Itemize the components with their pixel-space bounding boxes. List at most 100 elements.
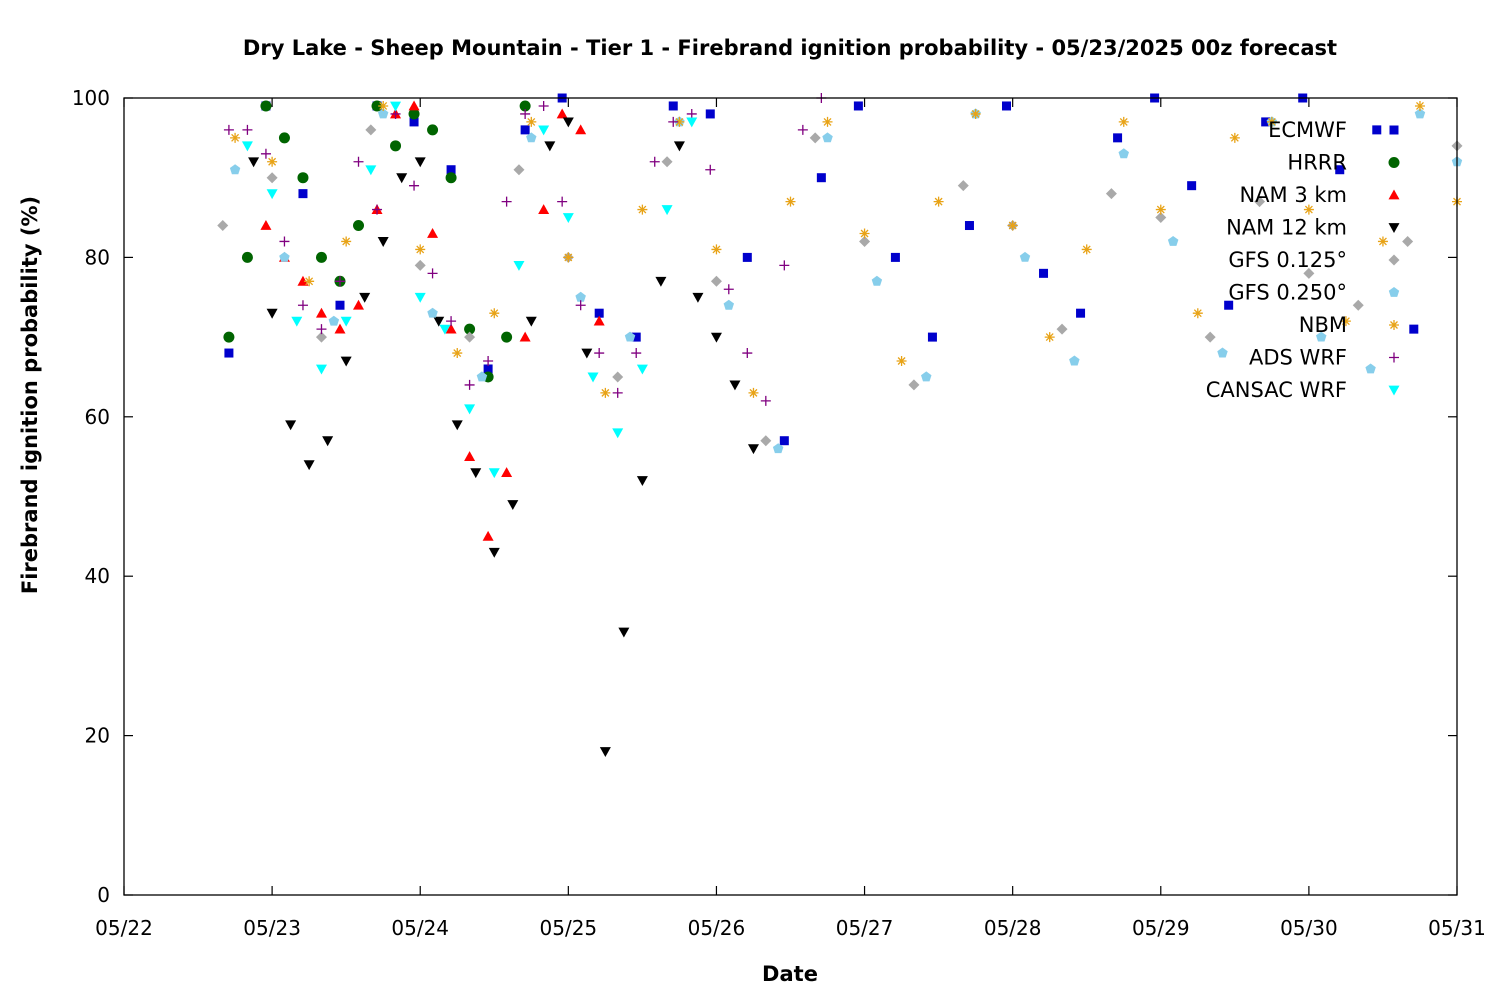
data-point <box>1335 165 1345 175</box>
series-hrrr <box>223 100 531 383</box>
data-point <box>279 236 290 247</box>
axes: 05/22 05/23 05/24 05/25 05/26 05/27 05/28 05/29… <box>72 86 1486 940</box>
legend-marker <box>1388 385 1400 396</box>
data-point <box>636 476 648 487</box>
data-point <box>408 100 420 111</box>
data-point <box>316 324 327 335</box>
data-point <box>705 164 716 175</box>
data-point <box>489 308 500 319</box>
x-tick-label: 05/31 <box>1428 916 1486 940</box>
legend-label: NBM <box>1299 313 1347 337</box>
data-point <box>556 108 568 119</box>
data-point <box>315 331 327 343</box>
series-nbm <box>230 100 1462 398</box>
data-point <box>285 420 297 431</box>
data-point <box>859 228 870 239</box>
x-axis-label: Date <box>762 962 818 986</box>
legend-label: NAM 3 km <box>1239 183 1347 207</box>
legend-marker <box>1389 320 1399 330</box>
data-point <box>624 331 636 342</box>
data-point <box>241 141 253 152</box>
data-point <box>710 275 722 287</box>
data-point <box>760 395 771 406</box>
legend-label: ADS WRF <box>1249 346 1347 370</box>
x-tick-label: 05/23 <box>243 916 301 940</box>
data-point <box>1118 148 1129 159</box>
data-point <box>970 108 981 119</box>
data-point <box>1113 133 1123 143</box>
data-point <box>217 220 229 232</box>
data-point <box>723 284 734 295</box>
data-point <box>896 356 907 367</box>
data-point <box>587 372 599 383</box>
data-point <box>248 157 260 168</box>
data-point <box>1372 125 1382 135</box>
data-point <box>266 308 278 319</box>
data-point <box>304 276 315 287</box>
data-point <box>414 157 426 168</box>
data-point <box>297 275 309 286</box>
legend-marker <box>1388 189 1400 200</box>
data-point <box>631 348 642 359</box>
data-point <box>1007 220 1018 231</box>
data-point <box>1044 332 1055 343</box>
data-point <box>538 125 550 136</box>
data-point <box>409 117 419 127</box>
data-point <box>297 172 309 184</box>
data-point <box>594 348 605 359</box>
data-point <box>1303 267 1315 279</box>
data-point <box>674 116 685 127</box>
data-point <box>519 100 531 112</box>
data-point <box>742 252 752 262</box>
data-point <box>483 356 494 367</box>
data-point <box>501 196 512 207</box>
data-point <box>661 156 673 168</box>
y-tick-label: 100 <box>72 86 110 110</box>
data-point <box>612 428 624 439</box>
data-point <box>871 275 883 286</box>
data-point <box>1056 323 1068 335</box>
data-point <box>520 125 530 135</box>
data-point <box>661 205 673 216</box>
data-point <box>1039 268 1049 278</box>
x-tick-label: 05/27 <box>836 916 894 940</box>
data-point <box>378 108 389 119</box>
data-point <box>297 300 308 311</box>
data-point <box>1266 116 1277 127</box>
data-point <box>1167 236 1179 246</box>
data-point <box>427 307 438 318</box>
data-point <box>451 420 463 431</box>
data-point <box>446 316 457 327</box>
x-tick-label: 05/25 <box>540 916 598 940</box>
data-point <box>723 299 734 310</box>
data-point <box>1229 132 1240 143</box>
data-point <box>1261 117 1271 127</box>
data-point <box>322 436 334 447</box>
data-point <box>439 324 451 335</box>
data-point <box>464 404 476 415</box>
data-point <box>526 116 537 127</box>
data-point <box>908 379 920 391</box>
legend-label: ECMWF <box>1268 118 1347 142</box>
data-point <box>298 189 308 199</box>
data-point <box>1414 108 1426 119</box>
legend-marker <box>1388 254 1400 266</box>
data-point <box>464 323 476 335</box>
data-point <box>334 323 346 334</box>
data-point <box>686 117 698 128</box>
data-point <box>1081 244 1092 255</box>
data-point <box>390 140 402 152</box>
data-point <box>538 204 550 214</box>
data-point <box>747 444 759 455</box>
legend-label: CANSAC WRF <box>1206 378 1347 402</box>
data-point <box>1365 363 1376 374</box>
series-nam-12-km <box>248 117 759 758</box>
data-point <box>1076 308 1086 318</box>
data-point <box>711 244 722 255</box>
data-point <box>822 132 833 143</box>
data-point <box>340 316 352 327</box>
data-point <box>476 371 488 382</box>
data-point <box>229 164 241 175</box>
y-tick-label: 20 <box>85 724 110 748</box>
